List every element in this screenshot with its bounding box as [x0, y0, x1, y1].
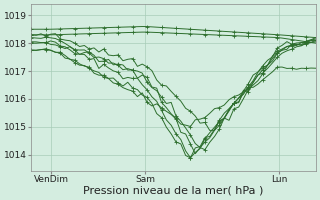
X-axis label: Pression niveau de la mer( hPa ): Pression niveau de la mer( hPa )	[84, 186, 264, 196]
